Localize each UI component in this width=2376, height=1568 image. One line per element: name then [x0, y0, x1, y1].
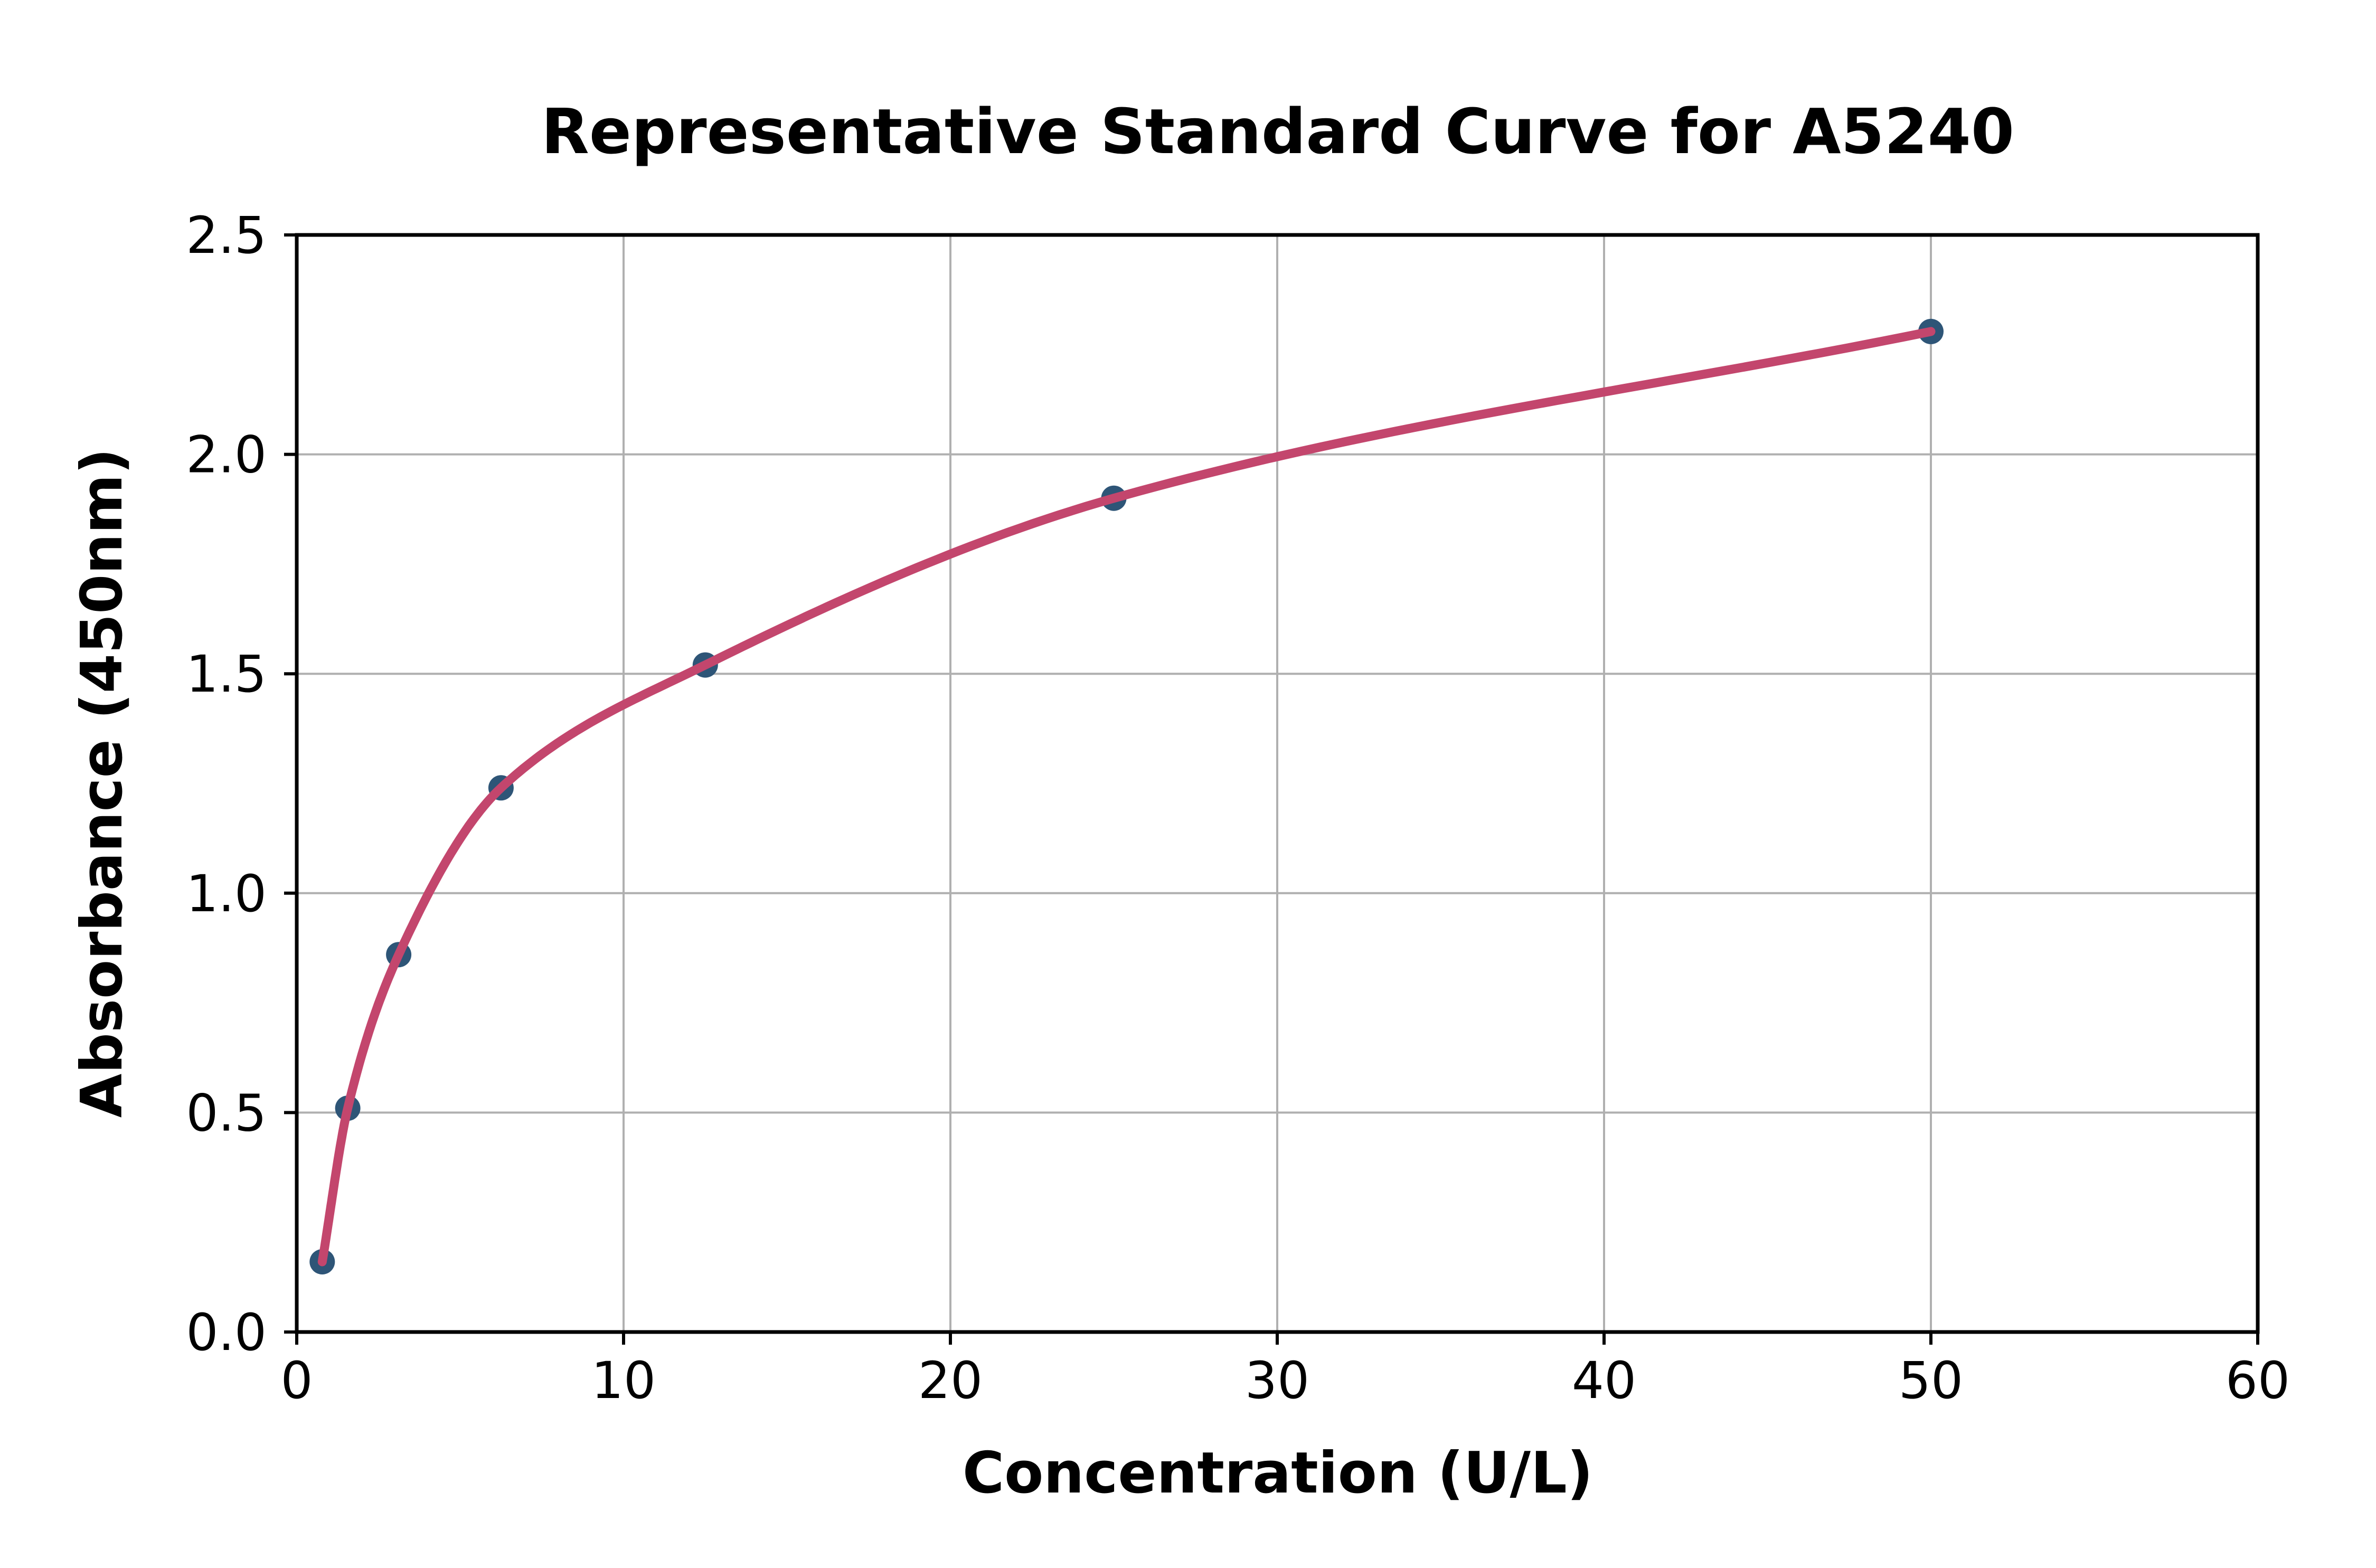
- chart-title: Representative Standard Curve for A5240: [541, 95, 2014, 168]
- y-axis-label: Absorbance (450nm): [69, 448, 135, 1118]
- y-tick-label: 0.5: [186, 1083, 267, 1142]
- x-tick-label: 0: [280, 1351, 313, 1410]
- x-tick-label: 30: [1245, 1351, 1309, 1410]
- y-tick-label: 2.5: [186, 206, 267, 265]
- x-tick-label: 10: [591, 1351, 656, 1410]
- tick-marks-layer: [284, 233, 2259, 1345]
- grid-layer: [296, 234, 2259, 1333]
- y-tick-label: 0.0: [186, 1303, 267, 1362]
- x-tick-label: 60: [2226, 1351, 2290, 1410]
- tick-labels-layer: 0 10 20 30 40 50 60 0.0 0.5 1.0 1.5 2.0 2.5: [186, 206, 2290, 1410]
- x-tick-label: 20: [918, 1351, 983, 1410]
- fit-curve-layer: [317, 327, 1936, 1267]
- x-axis-label: Concentration (U/L): [963, 1440, 1593, 1506]
- scatter-points-layer: [309, 318, 1944, 1274]
- x-tick-label: 50: [1899, 1351, 1963, 1410]
- fit-curve: [317, 327, 1936, 1267]
- y-tick-label: 1.5: [186, 645, 267, 704]
- y-tick-label: 1.0: [186, 864, 267, 923]
- y-tick-label: 2.0: [186, 426, 267, 485]
- x-tick-label: 40: [1572, 1351, 1636, 1410]
